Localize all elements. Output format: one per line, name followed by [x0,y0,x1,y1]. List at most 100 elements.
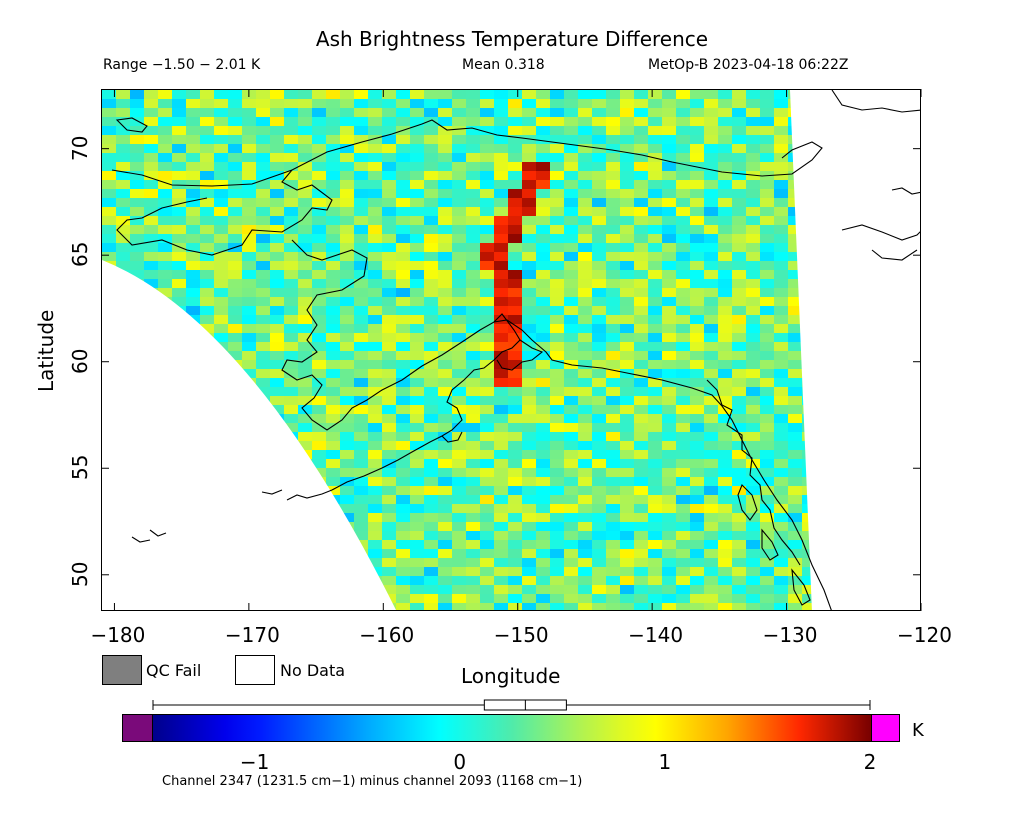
swath-cell [452,603,466,610]
swath-cell [718,495,732,504]
swath-cell [340,378,354,387]
swath-cell [606,126,620,135]
swath-cell [326,117,340,126]
swath-cell [256,315,270,324]
swath-cell [606,198,620,207]
swath-cell [214,198,228,207]
swath-cell [242,315,256,324]
swath-cell [158,117,172,126]
swath-cell [466,99,480,108]
swath-cell [396,567,410,576]
swath-cell [284,279,298,288]
swath-cell [312,423,326,432]
swath-cell [760,243,774,252]
swath-cell [634,495,648,504]
swath-cell [746,225,760,234]
swath-cell [760,108,774,117]
swath-cell [564,450,578,459]
swath-cell [480,387,494,396]
swath-cell [732,432,746,441]
swath-cell [508,522,522,531]
swath-cell [284,261,298,270]
swath-cell [368,261,382,270]
swath-cell [466,576,480,585]
x-tick-label: −160 [359,623,415,647]
swath-cell [340,414,354,423]
swath-cell [508,369,522,378]
swath-cell [606,99,620,108]
swath-cell [144,99,158,108]
swath-cell [704,369,718,378]
swath-cell [214,333,228,342]
swath-cell [760,351,774,360]
swath-cell [746,477,760,486]
swath-cell [578,477,592,486]
swath-cell [718,297,732,306]
swath-cell [508,252,522,261]
swath-cell [368,432,382,441]
swath-cell [550,351,564,360]
coastline [111,90,920,610]
swath-cell [214,171,228,180]
swath-cell [396,360,410,369]
swath-cell [508,405,522,414]
swath-cell [746,297,760,306]
swath-cell [424,108,438,117]
swath-cell [676,324,690,333]
swath-cell [536,477,550,486]
swath-cell [662,549,676,558]
swath-cell [606,468,620,477]
swath-cell [368,486,382,495]
swath-cell [326,342,340,351]
swath-cell [704,90,718,99]
swath-cell [718,270,732,279]
swath-cell [550,225,564,234]
swath-cell [508,468,522,477]
swath-cell [284,378,298,387]
swath-cell [606,450,620,459]
swath-cell [214,144,228,153]
swath-cell [760,270,774,279]
swath-cell [438,126,452,135]
swath-cell [634,522,648,531]
swath-cell [144,270,158,279]
swath-cell [592,396,606,405]
swath-cell [410,234,424,243]
swath-cell [494,306,508,315]
swath-cell [494,162,508,171]
swath-cell [256,342,270,351]
swath-cell [634,459,648,468]
swath-cell [648,306,662,315]
swath-cell [508,153,522,162]
swath-cell [606,171,620,180]
swath-cell [186,234,200,243]
swath-cell [452,450,466,459]
swath-cell [326,270,340,279]
swath-cell [256,117,270,126]
swath-cell [606,153,620,162]
swath-cell [466,378,480,387]
swath-cell [536,414,550,423]
swath-cell [550,252,564,261]
swath-cell [424,162,438,171]
swath-cell [270,360,284,369]
swath-cell [340,189,354,198]
swath-cell [788,207,802,216]
swath-cell [452,333,466,342]
swath-cell [774,315,788,324]
x-tick-label: −150 [493,623,549,647]
swath-cell [284,360,298,369]
swath-cell [424,144,438,153]
swath-cell [718,369,732,378]
swath-cell [410,459,424,468]
swath-cell [396,432,410,441]
swath-cell [382,171,396,180]
swath-cell [760,225,774,234]
swath-cell [228,351,242,360]
swath-cell [508,378,522,387]
swath-cell [746,306,760,315]
swath-cell [578,324,592,333]
swath-cell [676,90,690,99]
swath-cell [200,315,214,324]
swath-cell [326,396,340,405]
